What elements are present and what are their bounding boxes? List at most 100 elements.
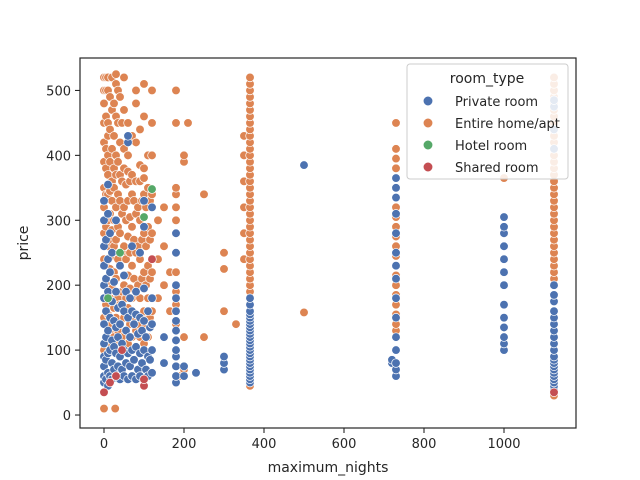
point-entire-home-apt: [199, 332, 209, 342]
point-entire-home-apt: [179, 150, 189, 161]
points-layer: [99, 69, 559, 414]
point-private-room: [109, 277, 119, 287]
point-entire-home-apt: [171, 202, 181, 212]
point-shared-room: [111, 371, 121, 381]
point-entire-home-apt: [131, 85, 141, 96]
point-private-room: [391, 274, 401, 284]
x-tick-label: 600: [332, 437, 357, 452]
point-entire-home-apt: [139, 111, 149, 122]
point-entire-home-apt: [110, 403, 120, 414]
point-entire-home-apt: [123, 150, 133, 161]
point-entire-home-apt: [219, 248, 229, 258]
point-private-room: [99, 196, 109, 206]
point-private-room: [135, 248, 145, 258]
point-shared-room: [147, 254, 157, 264]
legend-marker: [422, 117, 434, 129]
point-entire-home-apt: [171, 267, 181, 277]
point-private-room: [115, 261, 125, 271]
x-tick-label: 1000: [487, 437, 520, 452]
point-private-room: [103, 325, 113, 336]
x-tick-label: 200: [172, 437, 197, 452]
y-tick-label: 100: [46, 344, 71, 359]
point-private-room: [391, 173, 401, 183]
point-entire-home-apt: [159, 241, 169, 251]
point-entire-home-apt: [159, 202, 169, 212]
point-entire-home-apt: [199, 189, 209, 199]
point-private-room: [115, 319, 125, 329]
point-private-room: [499, 222, 509, 232]
point-private-room: [391, 293, 401, 303]
point-private-room: [391, 248, 401, 258]
point-entire-home-apt: [115, 228, 125, 238]
point-entire-home-apt: [171, 215, 181, 225]
point-entire-home-apt: [131, 98, 141, 109]
point-hotel-room: [115, 248, 125, 258]
point-private-room: [171, 325, 181, 336]
point-entire-home-apt: [391, 144, 401, 154]
x-axis-title: maximum_nights: [268, 460, 389, 476]
point-private-room: [139, 222, 149, 232]
point-private-room: [145, 355, 155, 365]
point-private-room: [391, 261, 401, 271]
point-private-room: [103, 179, 113, 190]
point-private-room: [391, 332, 401, 342]
point-private-room: [159, 358, 169, 368]
point-private-room: [105, 267, 115, 277]
point-private-room: [139, 316, 149, 326]
point-private-room: [499, 212, 509, 222]
point-private-room: [119, 270, 129, 281]
legend-label: Entire home/apt: [455, 117, 560, 132]
point-private-room: [171, 280, 181, 290]
point-private-room: [111, 287, 121, 297]
point-hotel-room: [103, 293, 113, 303]
x-tick-label: 0: [100, 437, 108, 452]
point-entire-home-apt: [245, 72, 255, 83]
y-tick-label: 500: [46, 84, 71, 99]
legend-label: Shared room: [455, 161, 539, 176]
x-tick-label: 400: [252, 437, 277, 452]
point-entire-home-apt: [183, 118, 193, 128]
point-entire-home-apt: [159, 280, 169, 290]
x-axis: 0 200 400 600 800 1000: [100, 428, 521, 452]
point-private-room: [123, 131, 133, 141]
point-private-room: [499, 280, 509, 290]
point-entire-home-apt: [147, 85, 157, 96]
point-entire-home-apt: [299, 307, 309, 318]
point-private-room: [171, 306, 181, 316]
point-private-room: [499, 254, 509, 264]
y-tick-label: 0: [63, 409, 71, 424]
point-private-room: [127, 241, 137, 251]
point-private-room: [549, 280, 559, 290]
point-entire-home-apt: [127, 261, 137, 271]
point-entire-home-apt: [139, 79, 149, 89]
point-private-room: [171, 345, 181, 355]
point-entire-home-apt: [391, 153, 401, 164]
point-entire-home-apt: [99, 98, 109, 109]
point-private-room: [131, 287, 141, 297]
point-private-room: [179, 361, 189, 371]
point-entire-home-apt: [231, 319, 241, 329]
y-tick-label: 300: [46, 214, 71, 229]
point-private-room: [141, 332, 151, 342]
point-entire-home-apt: [131, 137, 141, 148]
point-private-room: [499, 322, 509, 333]
point-entire-home-apt: [171, 118, 181, 128]
point-private-room: [391, 313, 401, 323]
y-axis: 0 100 200 300 400 500: [46, 84, 80, 424]
point-private-room: [171, 361, 181, 371]
point-private-room: [147, 345, 157, 355]
point-private-room: [391, 228, 401, 238]
point-entire-home-apt: [109, 131, 119, 141]
y-tick-label: 200: [46, 279, 71, 294]
y-axis-title: price: [16, 226, 32, 261]
point-private-room: [191, 368, 201, 378]
point-private-room: [499, 300, 509, 310]
legend-marker: [422, 139, 434, 151]
point-private-room: [171, 228, 181, 238]
point-private-room: [107, 248, 117, 258]
point-private-room: [391, 192, 401, 203]
legend-title: room_type: [450, 71, 525, 87]
point-hotel-room: [139, 212, 149, 222]
point-private-room: [143, 306, 153, 316]
point-private-room: [159, 332, 169, 342]
